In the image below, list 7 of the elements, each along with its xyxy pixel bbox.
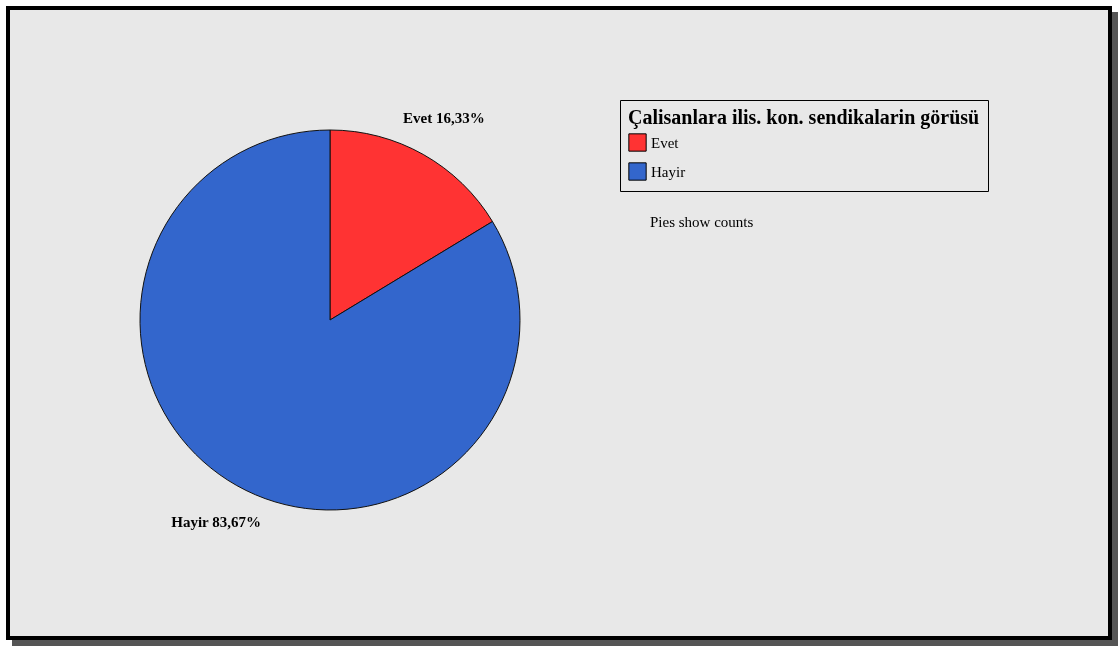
- legend-label: Evet: [651, 134, 680, 151]
- category-label: Hayir 83,67%: [171, 514, 261, 531]
- category-label: Evet 16,33%: [403, 109, 485, 126]
- legend-title: Çalisanlara ilis. kon. sendikalarin görüsü: [628, 106, 980, 129]
- pie-slice: [139, 129, 521, 511]
- legend-label: Hayir: [651, 163, 686, 180]
- text: Pies show counts: [650, 214, 754, 230]
